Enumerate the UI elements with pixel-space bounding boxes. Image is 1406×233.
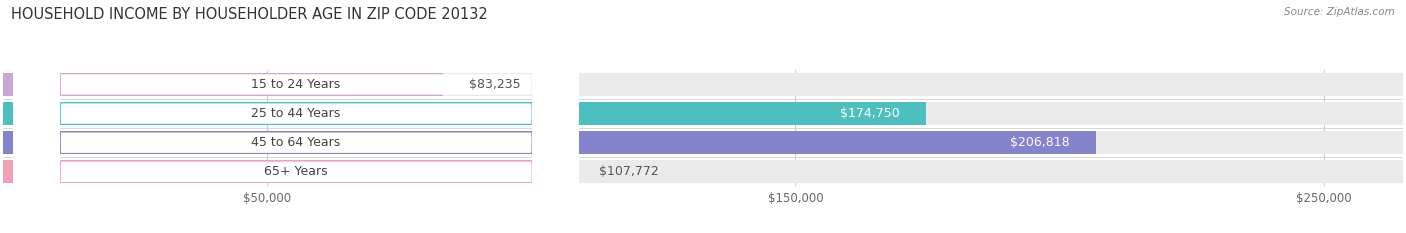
Text: $83,235: $83,235 xyxy=(470,78,520,91)
Bar xyxy=(3,73,1403,96)
Text: 45 to 64 Years: 45 to 64 Years xyxy=(252,136,340,149)
Text: HOUSEHOLD INCOME BY HOUSEHOLDER AGE IN ZIP CODE 20132: HOUSEHOLD INCOME BY HOUSEHOLDER AGE IN Z… xyxy=(11,7,488,22)
Bar xyxy=(3,73,443,96)
FancyBboxPatch shape xyxy=(14,0,579,233)
Text: $107,772: $107,772 xyxy=(599,165,658,178)
Text: Source: ZipAtlas.com: Source: ZipAtlas.com xyxy=(1284,7,1395,17)
Text: 15 to 24 Years: 15 to 24 Years xyxy=(252,78,340,91)
Text: 65+ Years: 65+ Years xyxy=(264,165,328,178)
FancyBboxPatch shape xyxy=(14,0,579,233)
Bar xyxy=(3,102,927,125)
FancyBboxPatch shape xyxy=(14,0,579,233)
Text: 25 to 44 Years: 25 to 44 Years xyxy=(252,107,340,120)
Bar xyxy=(3,161,1403,183)
Bar xyxy=(3,102,1403,125)
FancyBboxPatch shape xyxy=(14,0,579,233)
Text: $206,818: $206,818 xyxy=(1010,136,1070,149)
Bar xyxy=(3,161,572,183)
Bar xyxy=(3,131,1403,154)
Bar xyxy=(3,131,1095,154)
Text: $174,750: $174,750 xyxy=(841,107,900,120)
